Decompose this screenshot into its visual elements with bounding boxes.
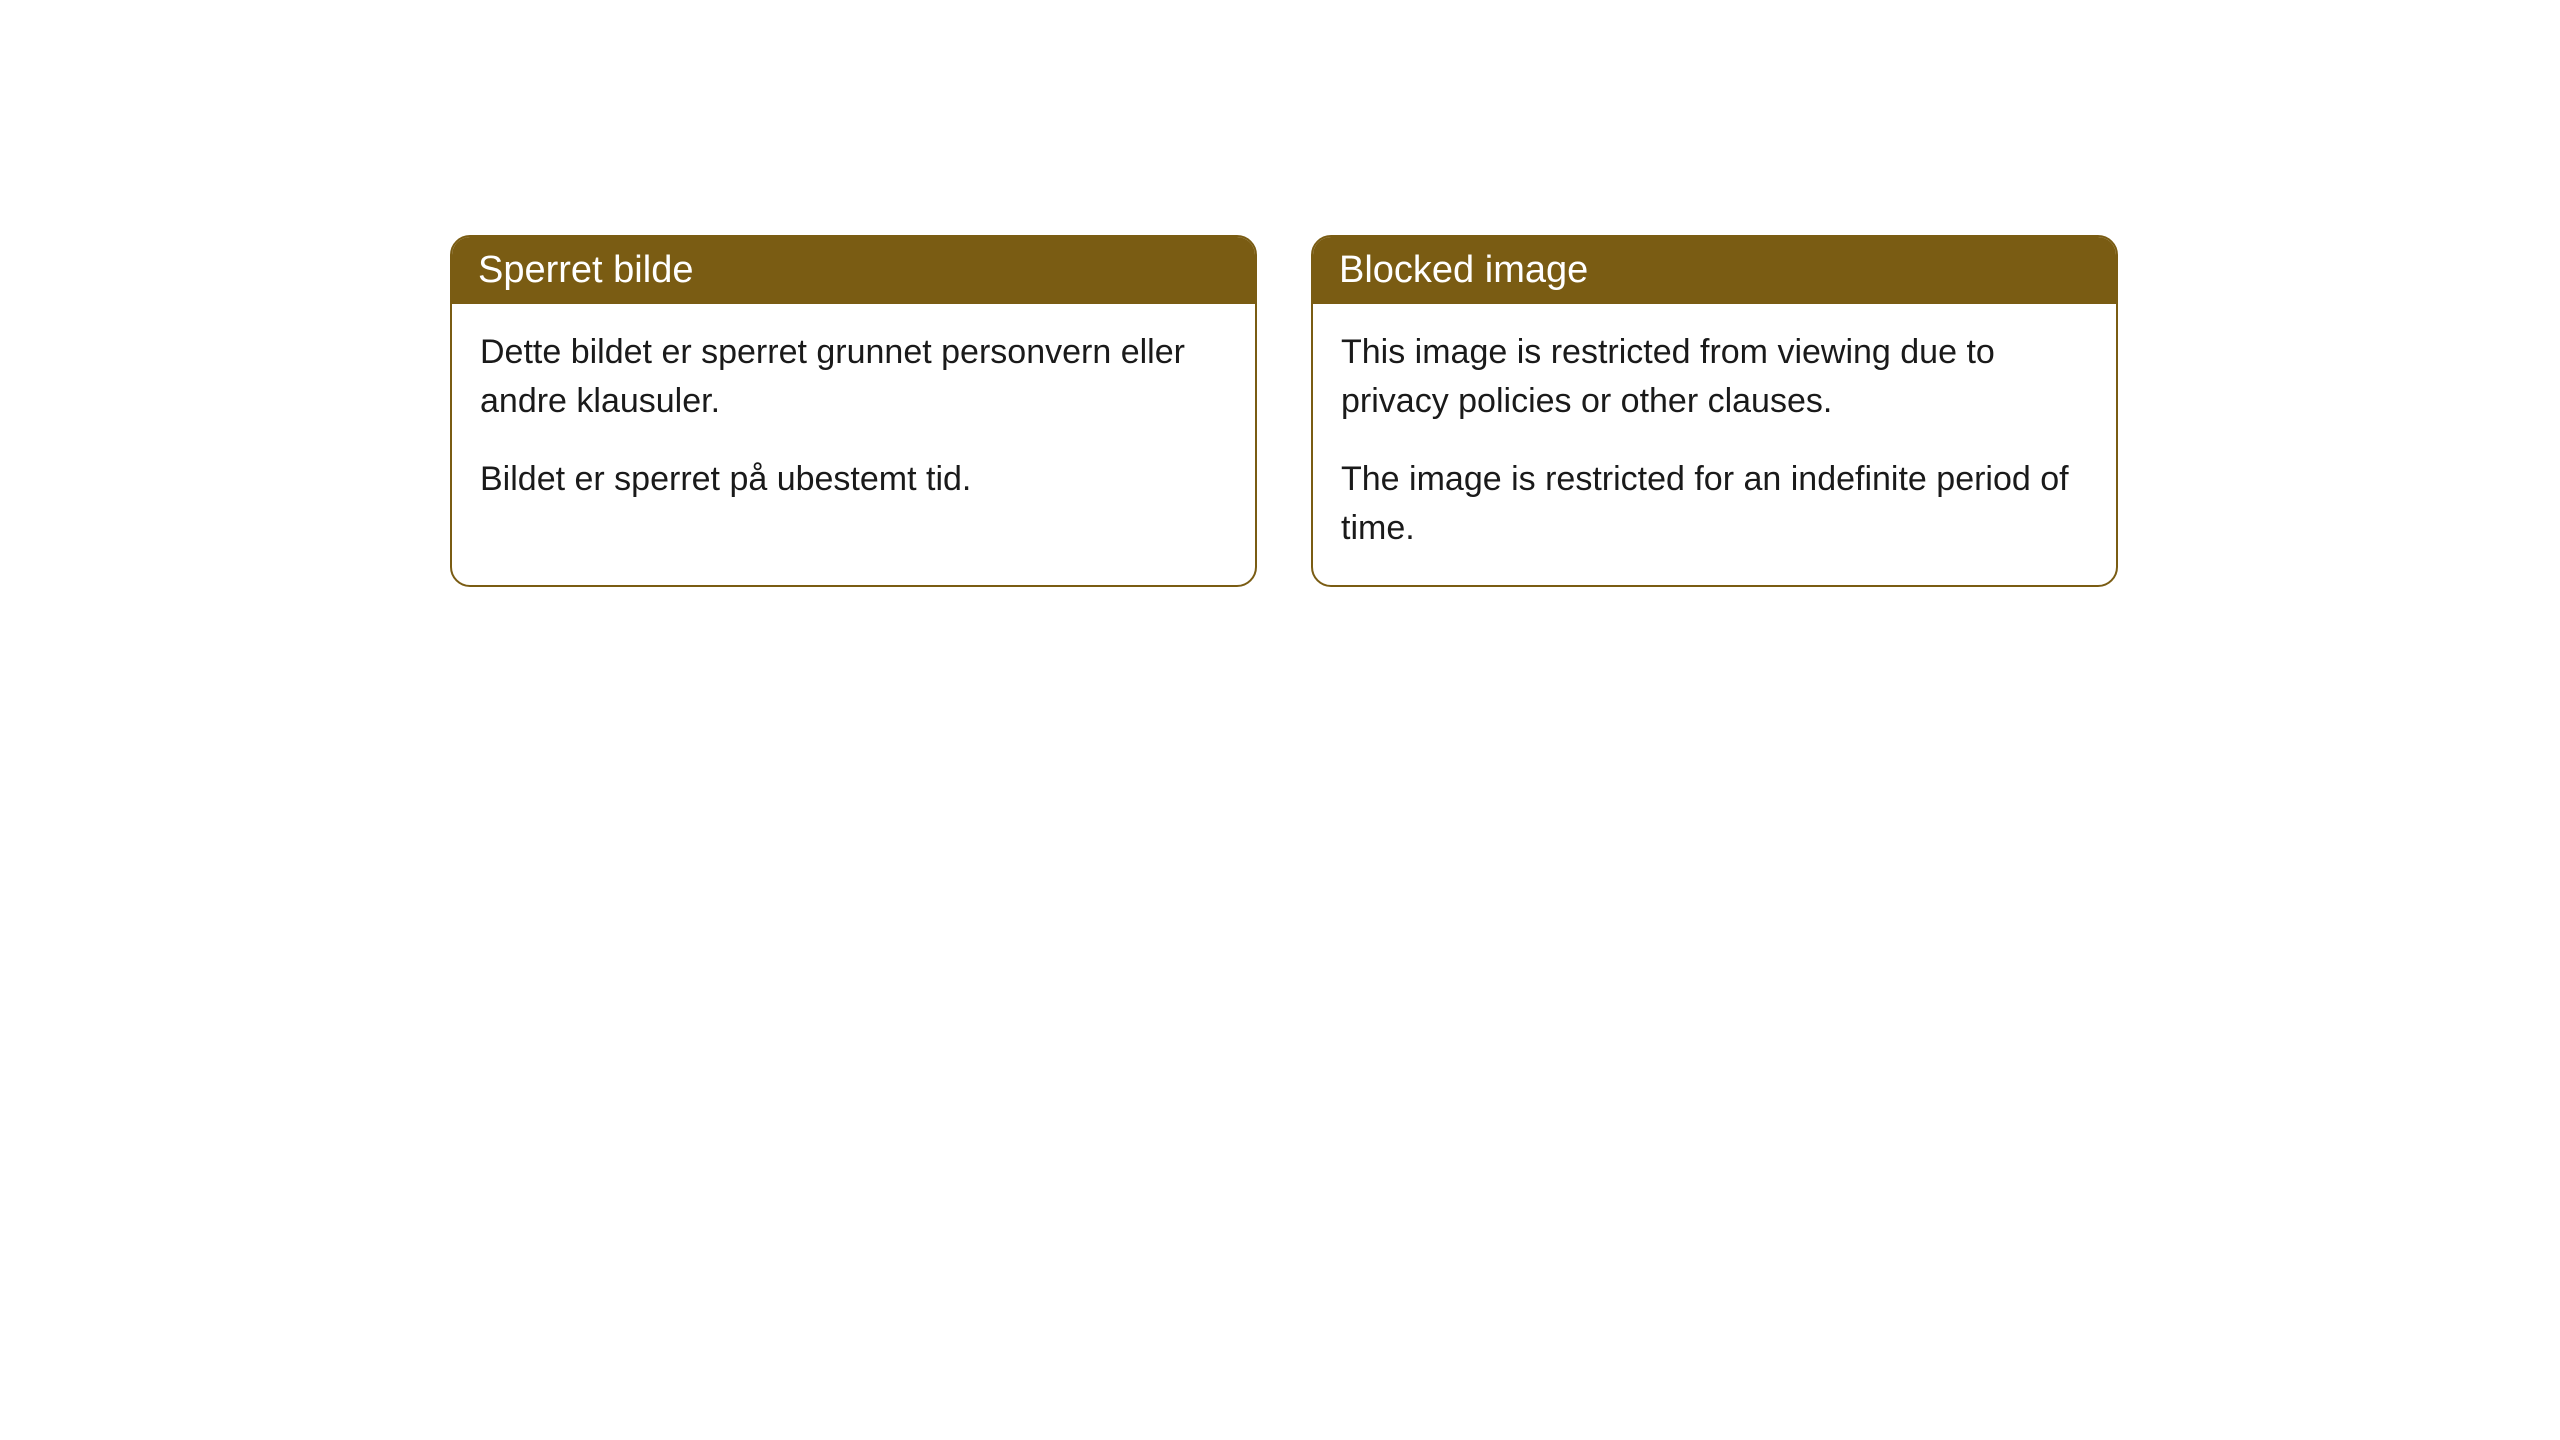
card-paragraph-2: The image is restricted for an indefinit… <box>1341 455 2088 554</box>
card-title: Sperret bilde <box>478 249 693 291</box>
card-body: This image is restricted from viewing du… <box>1313 304 2116 585</box>
card-paragraph-2: Bildet er sperret på ubestemt tid. <box>480 455 1227 504</box>
card-header: Blocked image <box>1313 237 2116 304</box>
card-body: Dette bildet er sperret grunnet personve… <box>452 304 1255 536</box>
card-paragraph-1: Dette bildet er sperret grunnet personve… <box>480 328 1227 427</box>
card-paragraph-1: This image is restricted from viewing du… <box>1341 328 2088 427</box>
card-header: Sperret bilde <box>452 237 1255 304</box>
card-title: Blocked image <box>1339 249 1588 291</box>
blocked-image-card-norwegian: Sperret bilde Dette bildet er sperret gr… <box>450 235 1257 587</box>
blocked-image-card-english: Blocked image This image is restricted f… <box>1311 235 2118 587</box>
cards-container: Sperret bilde Dette bildet er sperret gr… <box>450 235 2118 587</box>
